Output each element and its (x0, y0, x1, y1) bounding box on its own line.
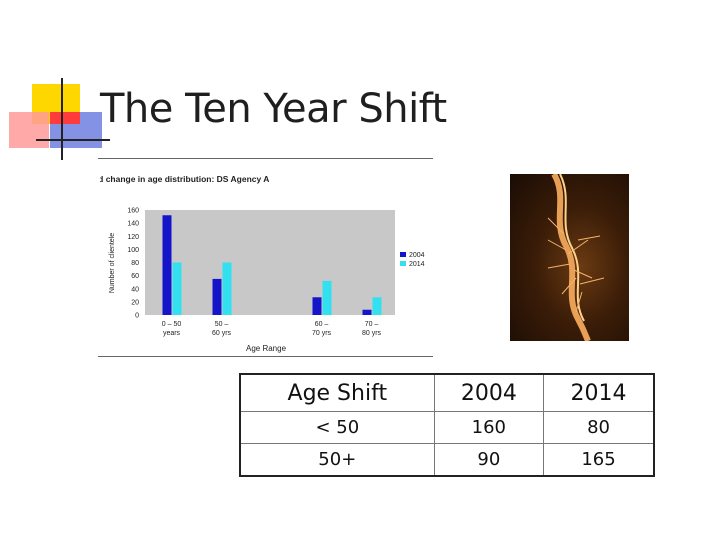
x-tick-label: years (163, 330, 181, 337)
y-tick-label: 140 (127, 221, 139, 228)
x-tick-label: 50 – (215, 321, 229, 328)
bar-2014 (372, 297, 382, 315)
chart-top-rule (98, 158, 433, 159)
fraying-rope-image (547, 174, 605, 341)
x-ticks: 0 – 50 years 50 – 60 yrs 60 – 70 yrs 70 – 80 yr… (162, 321, 382, 337)
y-tick-label: 120 (127, 234, 139, 241)
table-cell: 90 (433, 443, 545, 477)
bar-2004 (162, 215, 172, 315)
y-tick-label: 100 (127, 247, 139, 254)
rope-photo (510, 174, 629, 341)
legend-swatch (400, 261, 406, 266)
table-cell: 160 (433, 411, 545, 444)
table-row: 50+ 90 165 (239, 443, 655, 477)
legend: 2004 2014 (400, 252, 425, 268)
bar-2004 (312, 297, 322, 315)
y-axis-label: Number of clientele (109, 233, 116, 293)
y-tick-label: 40 (131, 286, 139, 293)
bar-2004 (212, 278, 222, 315)
chart-bottom-rule (98, 356, 433, 357)
chart-title: Projected change in age distribution: DS… (100, 174, 269, 184)
y-ticks: 0 20 40 60 80 100 120 140 160 (127, 208, 139, 320)
x-tick-label: 70 – (365, 321, 379, 328)
bar-2014 (322, 280, 332, 315)
red-overlap (50, 112, 80, 124)
table-cell: 165 (543, 443, 655, 477)
slide-title: The Ten Year Shift (100, 86, 447, 132)
bar-2004 (362, 309, 372, 315)
header-cell: 2004 (433, 373, 545, 412)
y-tick-label: 80 (131, 260, 139, 267)
table-header-row: Age Shift 2004 2014 (239, 373, 655, 412)
x-tick-label: 0 – 50 (162, 321, 182, 328)
age-shift-table: Age Shift 2004 2014 < 50 160 80 50+ 90 1… (239, 373, 655, 477)
table-row: < 50 160 80 (239, 411, 655, 444)
y-tick-label: 60 (131, 273, 139, 280)
table-cell: 80 (543, 411, 655, 444)
bar-2014 (172, 262, 182, 315)
table-cell: 50+ (239, 443, 435, 477)
bars (162, 215, 382, 315)
legend-swatch (400, 252, 406, 257)
y-tick-label: 160 (127, 208, 139, 215)
x-tick-label: 80 yrs (362, 330, 382, 337)
y-tick-label: 0 (135, 313, 139, 320)
header-cell: 2014 (543, 373, 655, 412)
legend-label: 2014 (409, 261, 425, 268)
bar-chart: Projected change in age distribution: DS… (100, 174, 425, 353)
legend-label: 2004 (409, 252, 425, 259)
decorative-blocks (9, 78, 110, 160)
x-tick-label: 70 yrs (312, 330, 332, 337)
pink-block (9, 112, 49, 148)
bar-2014 (222, 262, 232, 315)
y-tick-label: 20 (131, 299, 139, 306)
x-axis-label: Age Range (246, 344, 287, 353)
table-cell: < 50 (239, 411, 435, 444)
header-cell: Age Shift (239, 373, 435, 412)
x-tick-label: 60 yrs (212, 330, 232, 337)
plot-area (145, 210, 395, 315)
x-tick-label: 60 – (315, 321, 329, 328)
